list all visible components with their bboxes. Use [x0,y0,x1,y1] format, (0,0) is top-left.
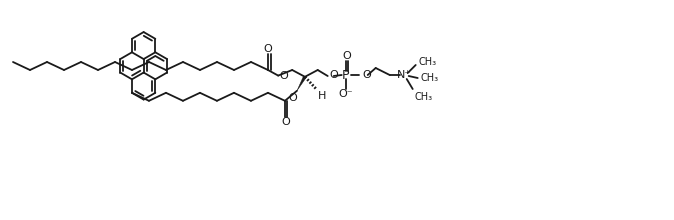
Text: O: O [288,93,297,103]
Text: P: P [342,68,349,81]
Text: O: O [282,117,290,127]
Polygon shape [297,77,307,91]
Text: CH₃: CH₃ [421,73,439,83]
Text: CH₃: CH₃ [415,92,433,102]
Text: N⁺: N⁺ [396,70,411,80]
Text: H: H [318,91,326,101]
Text: O: O [279,71,288,81]
Text: CH₃: CH₃ [419,57,437,67]
Text: O: O [342,51,351,61]
Text: O: O [264,44,272,54]
Text: O: O [330,70,338,80]
Text: O: O [363,70,371,80]
Text: O⁻: O⁻ [338,89,353,99]
